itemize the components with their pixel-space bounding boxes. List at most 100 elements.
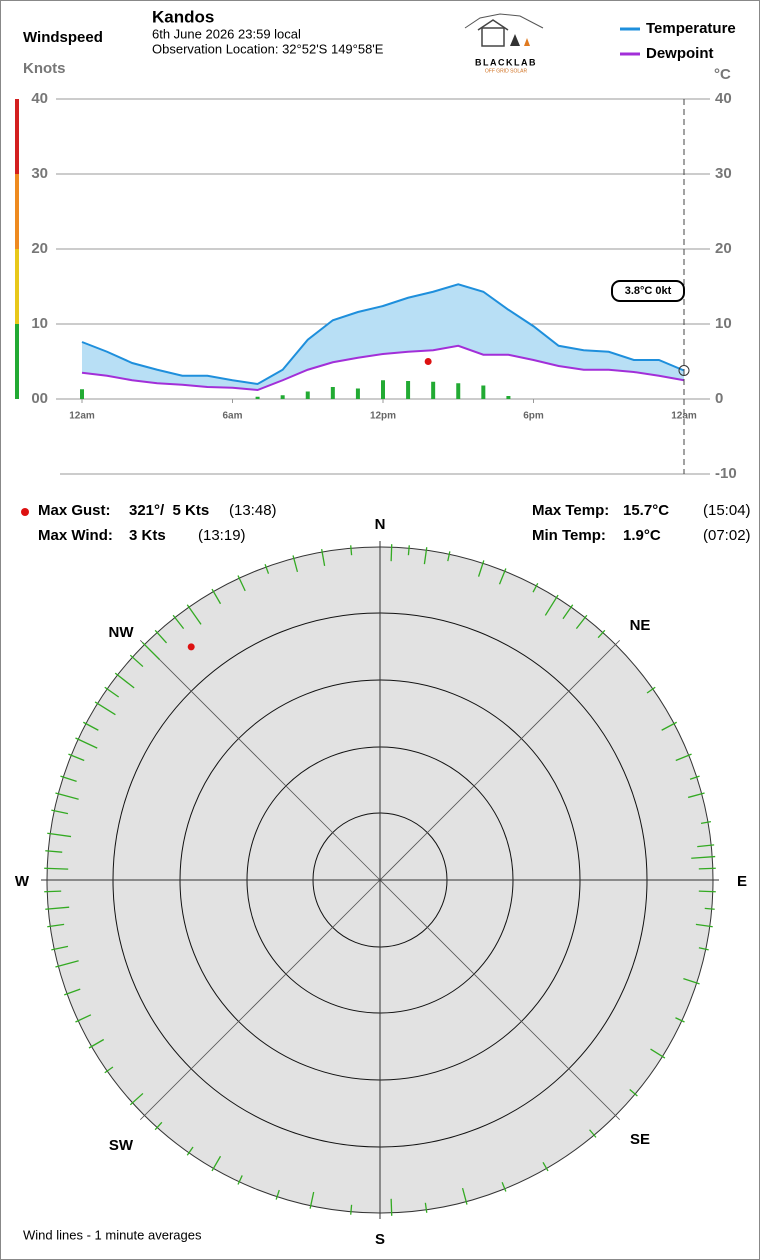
wind-line xyxy=(45,906,70,910)
logo-text: BLACKLAB xyxy=(475,57,537,67)
stat-value: 1.9°C xyxy=(623,527,661,544)
wind-line xyxy=(575,614,588,630)
y-tick-label: 20 xyxy=(31,240,48,257)
wind-line xyxy=(275,1189,280,1200)
legend-label: Temperature xyxy=(646,20,736,37)
y-tick-label: 10 xyxy=(31,315,48,332)
wind-line xyxy=(237,575,246,592)
wind-scale-bar xyxy=(15,99,19,399)
y2-tick-label: 40 xyxy=(715,90,732,107)
y-tick-label: 30 xyxy=(31,165,48,182)
y2-tick-label: 30 xyxy=(715,165,732,182)
compass-label: S xyxy=(375,1231,385,1248)
logo: BLACKLAB OFF GRID SOLAR xyxy=(464,13,544,74)
wind-line xyxy=(172,614,185,630)
footnote: Wind lines - 1 minute averages xyxy=(23,1227,202,1242)
y2-tick-label: -10 xyxy=(715,465,737,482)
wind-line xyxy=(186,1146,194,1156)
x-tick-label: 12am xyxy=(671,411,697,422)
wind-line xyxy=(424,1202,428,1213)
y2-tick-label: 10 xyxy=(715,315,732,332)
rose-spoke xyxy=(379,879,620,1120)
annotation-box xyxy=(611,280,685,302)
wind-line xyxy=(390,1198,393,1216)
compass-label: W xyxy=(15,873,30,890)
logo-subtext: OFF GRID SOLAR xyxy=(485,68,528,74)
wind-line xyxy=(447,551,451,562)
wind-bar xyxy=(330,387,335,399)
y-axis-title: Windspeed xyxy=(23,29,103,46)
wind-line xyxy=(264,564,270,574)
wind-line xyxy=(695,923,713,928)
wind-line xyxy=(597,629,606,639)
temp-dew-band xyxy=(82,284,684,390)
rose-spoke xyxy=(379,640,620,881)
x-tick-label: 6pm xyxy=(523,411,544,422)
y2-tick-label: 0 xyxy=(715,390,723,407)
wind-line xyxy=(68,753,85,762)
wind-line xyxy=(51,809,69,815)
station-name: Kandos xyxy=(152,7,214,26)
y-tick-label: 40 xyxy=(31,90,48,107)
wind-bar xyxy=(381,380,385,399)
wind-line xyxy=(88,1038,105,1049)
wind-line xyxy=(55,960,79,968)
compass-label: N xyxy=(375,516,386,533)
wind-line xyxy=(542,1161,549,1172)
wind-line xyxy=(154,629,168,644)
wind-line xyxy=(629,1089,638,1097)
obs-location: Observation Location: 32°52'S 149°58'E xyxy=(152,41,384,56)
wind-line xyxy=(675,753,692,762)
stat-label: Min Temp: xyxy=(532,527,606,544)
gust-legend-dot xyxy=(21,508,29,516)
wind-line xyxy=(83,721,99,731)
wind-line xyxy=(697,844,715,848)
stat-value: 15.7°C xyxy=(623,502,669,519)
wind-line xyxy=(114,672,135,689)
wind-bar xyxy=(506,396,511,399)
wind-line xyxy=(55,792,79,800)
x-tick-label: 6am xyxy=(222,411,242,422)
wind-line xyxy=(64,988,81,996)
wind-line xyxy=(423,547,428,565)
y-tick-label: 00 xyxy=(31,390,48,407)
wind-bar xyxy=(280,395,285,399)
wind-line xyxy=(691,855,716,859)
wind-line xyxy=(44,867,69,870)
wind-bar xyxy=(355,388,360,399)
series-line xyxy=(81,283,685,386)
wind-line xyxy=(104,686,120,698)
stat-time: (15:04) xyxy=(703,502,751,519)
wind-line xyxy=(532,583,539,593)
wind-line xyxy=(698,947,709,951)
stat-time: (13:19) xyxy=(198,527,246,544)
wind-bar xyxy=(406,381,411,399)
y2-axis-unit: °C xyxy=(714,66,731,83)
time-chart: -10 0 10 20 30 40 00 10 20 30 40 12am 6am 12pm 6pm 12am… xyxy=(31,90,736,482)
wind-line xyxy=(350,1204,353,1215)
obs-date: 6th June 2026 23:59 local xyxy=(152,26,301,41)
wind-line xyxy=(544,594,559,616)
wind-line xyxy=(700,821,712,825)
compass-label: SW xyxy=(109,1137,134,1154)
wind-line xyxy=(675,1017,685,1023)
rose-spoke xyxy=(140,640,381,881)
stat-time: (07:02) xyxy=(703,527,751,544)
wind-line xyxy=(407,545,410,556)
wind-line xyxy=(47,832,72,838)
wind-line xyxy=(45,850,63,853)
wind-line xyxy=(186,604,202,625)
wind-line xyxy=(321,548,326,566)
stat-time: (13:48) xyxy=(229,502,277,519)
compass-label: SE xyxy=(630,1131,650,1148)
wind-line xyxy=(60,775,77,783)
wind-line xyxy=(44,890,62,893)
wind-line xyxy=(477,560,485,577)
wind-line xyxy=(390,544,393,562)
x-tick-label: 12pm xyxy=(370,411,396,422)
gust-point xyxy=(187,643,195,651)
wind-line xyxy=(47,923,65,928)
wind-line xyxy=(350,545,353,556)
wind-bar xyxy=(456,383,461,399)
stat-label: Max Temp: xyxy=(532,502,609,519)
